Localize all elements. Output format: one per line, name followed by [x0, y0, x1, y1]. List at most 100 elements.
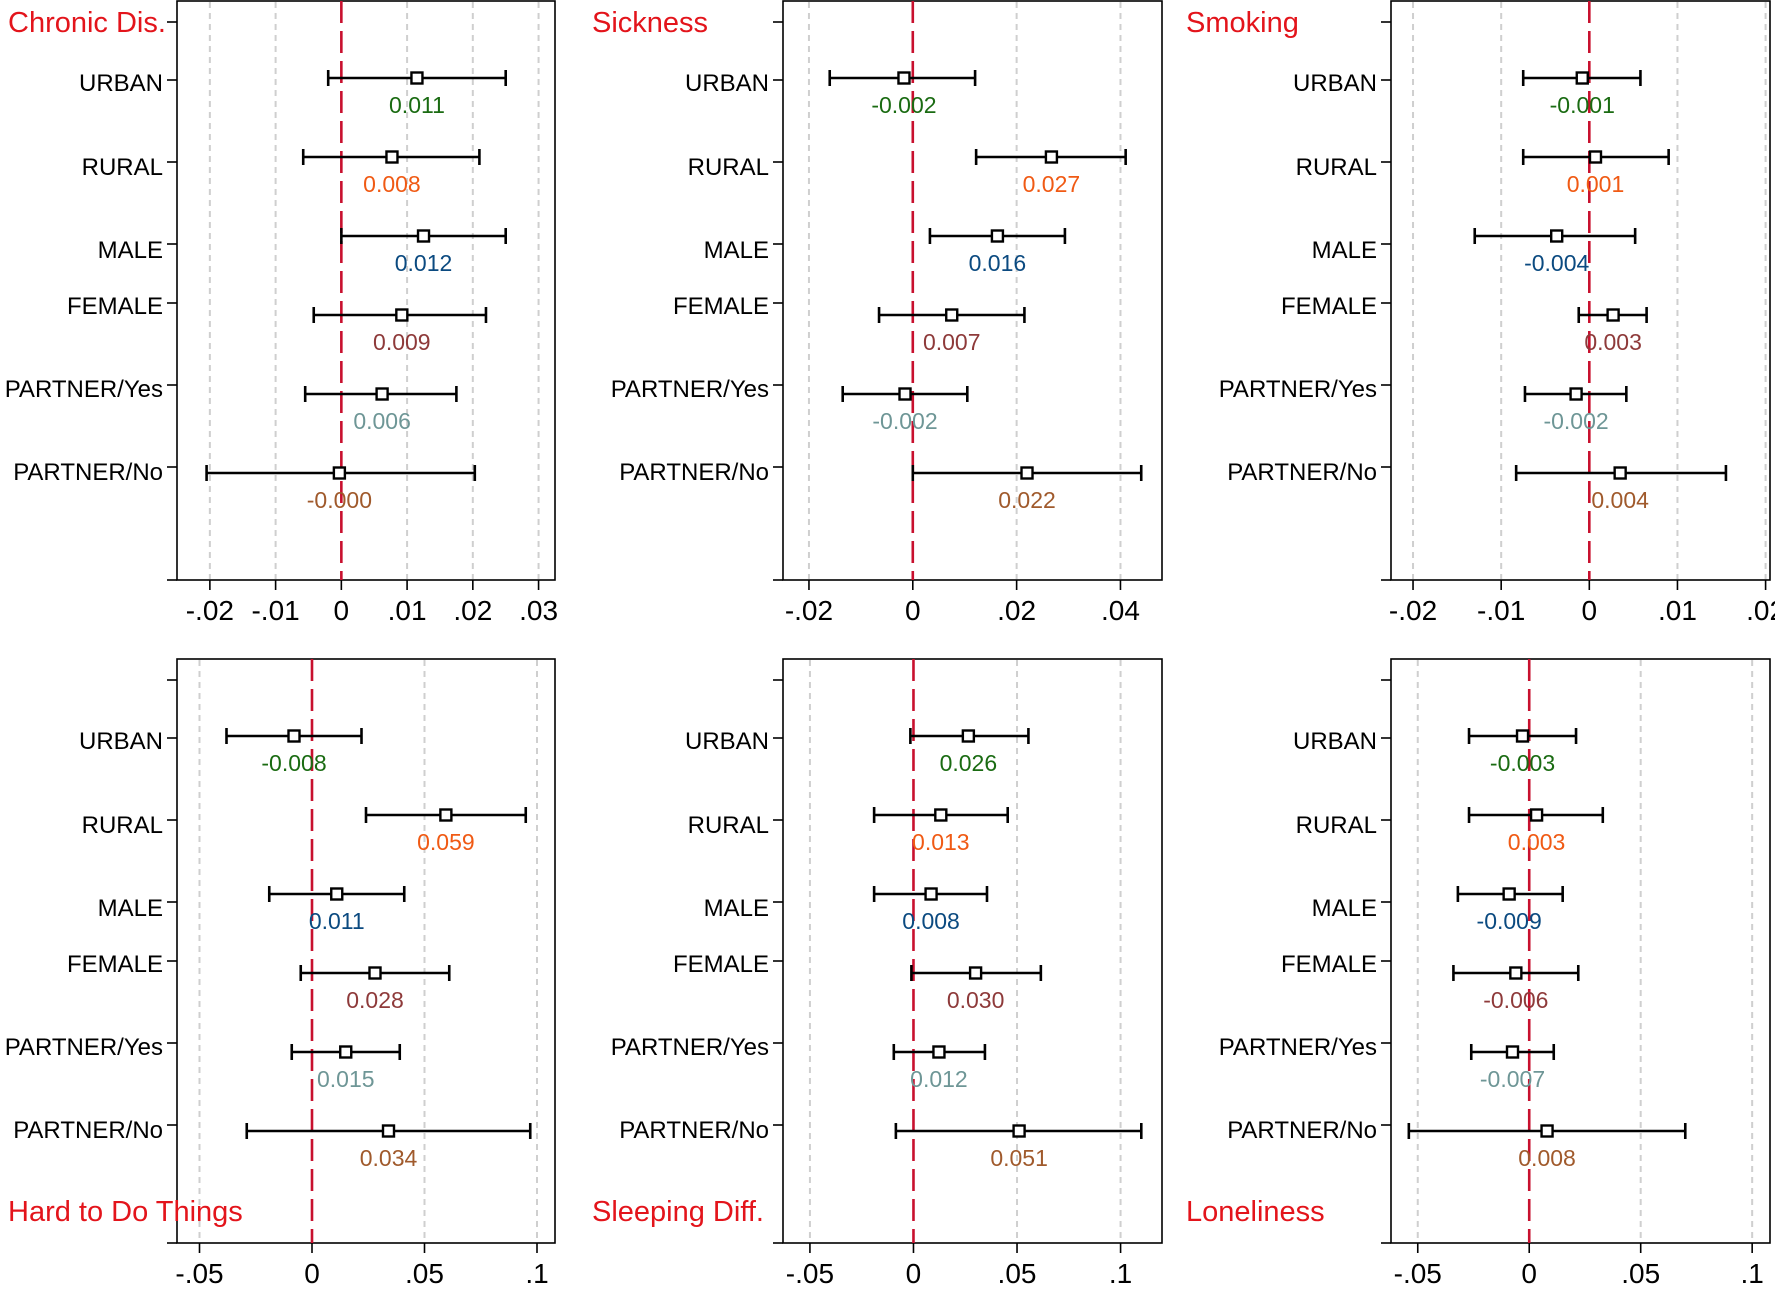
estimate-label: 0.004	[1591, 487, 1649, 513]
estimate-marker	[1550, 229, 1564, 243]
estimate-marker	[381, 1124, 396, 1138]
estimate-marker	[1606, 308, 1620, 322]
estimate-marker	[439, 808, 453, 822]
x-tick-label: 0	[304, 1258, 320, 1287]
estimate-marker	[332, 466, 347, 480]
row-label: FEMALE	[67, 293, 163, 320]
estimate-marker	[1575, 71, 1589, 85]
row-label: PARTNER/Yes	[1219, 1034, 1377, 1061]
estimate-marker	[410, 71, 424, 85]
estimate-label: 0.008	[902, 908, 960, 934]
row-label: PARTNER/Yes	[5, 376, 163, 403]
estimate-marker	[1515, 729, 1530, 743]
estimate-label: 0.003	[1508, 829, 1566, 855]
estimate-marker	[330, 887, 344, 901]
estimate-marker	[1502, 887, 1516, 901]
estimate-label: 0.030	[947, 987, 1005, 1013]
panel-2: -.02 0 .02 .04 Sickness URBAN -0.002 RURAL 0.027…	[592, 0, 1163, 626]
x-tick-label: .02	[997, 595, 1036, 626]
panel-title: Chronic Dis.	[8, 7, 166, 39]
estimate-label: 0.001	[1567, 171, 1625, 197]
x-tick-label: -.05	[1394, 1258, 1442, 1287]
plot-frame	[782, 0, 1163, 581]
estimate-marker	[1588, 150, 1603, 164]
x-tick-label: 0	[905, 595, 921, 626]
panel-title: Smoking	[1186, 7, 1299, 39]
row-label: MALE	[1312, 895, 1377, 922]
panel-title: Hard to Do Things	[8, 1196, 243, 1228]
x-tick-label: -.02	[785, 595, 833, 626]
estimate-marker	[368, 966, 382, 980]
panel-title: Loneliness	[1186, 1196, 1325, 1228]
row-label: URBAN	[1293, 728, 1377, 755]
estimate-label: 0.016	[969, 250, 1027, 276]
estimate-label: 0.008	[363, 171, 421, 197]
x-tick-label: 0	[1521, 1258, 1537, 1287]
row-label: FEMALE	[673, 293, 769, 320]
estimate-label: 0.027	[1023, 171, 1081, 197]
row-label: RURAL	[688, 154, 769, 181]
x-tick-label: -.01	[251, 595, 299, 626]
plot-frame	[1390, 658, 1771, 1244]
x-tick-label: -.05	[175, 1258, 223, 1287]
row-label: URBAN	[79, 70, 163, 97]
estimate-marker	[1509, 966, 1523, 980]
estimate-label: 0.006	[353, 408, 411, 434]
x-tick-label: .04	[1101, 595, 1140, 626]
estimate-marker	[945, 308, 959, 322]
estimate-marker	[934, 808, 948, 822]
estimate-marker	[385, 150, 399, 164]
row-label: URBAN	[79, 728, 163, 755]
panel-1: -.02 -.01 0 .01 .02 .03 Chronic Dis. URBAN 0.011…	[5, 0, 558, 626]
panel-title: Sleeping Diff.	[592, 1196, 764, 1228]
row-label: PARTNER/Yes	[611, 376, 769, 403]
row-label: PARTNER/Yes	[1219, 376, 1377, 403]
estimate-label: 0.059	[417, 829, 475, 855]
estimate-label: -0.009	[1477, 908, 1542, 934]
row-label: URBAN	[685, 728, 769, 755]
row-label: PARTNER/Yes	[5, 1034, 163, 1061]
estimate-marker	[287, 729, 301, 743]
x-tick-label: .02	[1746, 595, 1775, 626]
row-label: MALE	[704, 895, 769, 922]
estimate-marker	[1012, 1124, 1026, 1138]
plot-frame	[1390, 0, 1771, 581]
estimate-label: 0.008	[1518, 1145, 1576, 1171]
panel-3: -.02 -.01 0 .01 .02 Smoking URBAN -0.001 RURAL 0.…	[1186, 0, 1775, 626]
estimate-label: 0.026	[940, 750, 998, 776]
estimate-marker	[1540, 1124, 1554, 1138]
estimate-marker	[968, 966, 983, 980]
estimate-marker	[961, 729, 976, 743]
estimate-marker	[1044, 150, 1059, 164]
row-label: MALE	[1312, 237, 1377, 264]
x-tick-label: 0	[906, 1258, 922, 1287]
x-tick-label: 0	[1582, 595, 1598, 626]
row-label: PARTNER/No	[13, 1117, 163, 1144]
x-tick-label: -.05	[786, 1258, 834, 1287]
estimate-label: -0.001	[1550, 92, 1615, 118]
row-label: PARTNER/No	[619, 1117, 769, 1144]
estimate-label: -0.008	[261, 750, 326, 776]
row-label: FEMALE	[1281, 951, 1377, 978]
estimate-label: -0.003	[1490, 750, 1555, 776]
x-tick-label: -.01	[1477, 595, 1525, 626]
estimate-label: -0.002	[1543, 408, 1608, 434]
row-label: PARTNER/Yes	[611, 1034, 769, 1061]
row-label: RURAL	[82, 812, 163, 839]
row-label: MALE	[98, 895, 163, 922]
row-label: URBAN	[685, 70, 769, 97]
estimate-marker	[339, 1045, 353, 1059]
plot-frame	[176, 658, 556, 1244]
estimate-label: 0.011	[309, 908, 365, 934]
estimate-label: -0.006	[1483, 987, 1548, 1013]
estimate-marker	[990, 229, 1005, 243]
row-label: FEMALE	[673, 951, 769, 978]
x-tick-label: .01	[388, 595, 427, 626]
estimate-label: 0.028	[346, 987, 404, 1013]
row-label: FEMALE	[67, 951, 163, 978]
estimate-label: 0.013	[912, 829, 970, 855]
estimate-label: 0.007	[923, 329, 981, 355]
estimate-label: 0.012	[395, 250, 453, 276]
